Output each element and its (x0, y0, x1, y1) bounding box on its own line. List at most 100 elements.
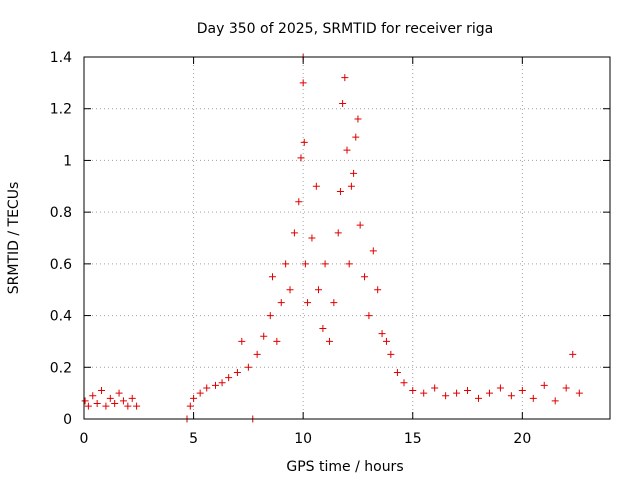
x-tick-label: 0 (80, 431, 89, 447)
data-point (111, 399, 119, 407)
data-point (190, 394, 198, 402)
data-point (93, 399, 101, 407)
data-point (299, 79, 307, 87)
data-point (540, 381, 548, 389)
data-point (378, 330, 386, 338)
y-tick-label: 0.4 (50, 309, 72, 325)
data-point (273, 337, 281, 345)
data-point (253, 350, 261, 358)
data-point (352, 133, 360, 141)
y-tick-label: 1.4 (50, 50, 72, 66)
data-point (475, 394, 482, 402)
data-point (203, 384, 211, 392)
data-point (485, 389, 493, 397)
data-point (319, 325, 327, 332)
data-point (295, 198, 303, 206)
data-point (186, 402, 194, 410)
data-point (341, 74, 349, 82)
data-point (196, 389, 204, 397)
x-tick-label: 10 (294, 431, 312, 447)
data-point (102, 402, 110, 410)
chart-title: Day 350 of 2025, SRMTID for receiver rig… (197, 21, 494, 37)
data-points (81, 53, 583, 423)
x-axis-label: GPS time / hours (286, 459, 403, 475)
data-point (325, 337, 333, 345)
data-point (297, 154, 305, 162)
data-point (442, 392, 450, 400)
data-point (212, 381, 219, 389)
data-point (334, 229, 342, 237)
y-tick-labels: 0 0.2 0.4 0.6 0.8 1 1.2 1.4 (50, 50, 72, 428)
data-point (336, 187, 344, 195)
y-tick-label: 1 (63, 153, 72, 169)
data-point (387, 350, 395, 358)
data-point (308, 234, 316, 242)
data-point (369, 247, 377, 255)
data-point (507, 392, 515, 400)
data-point (84, 402, 92, 410)
grid-lines (84, 57, 610, 419)
data-point (321, 260, 329, 268)
data-point (244, 363, 252, 371)
data-point (339, 100, 347, 108)
data-point (106, 394, 114, 402)
data-point (409, 387, 417, 395)
data-point (382, 337, 390, 345)
data-point (569, 350, 577, 358)
data-point (400, 379, 408, 387)
data-point (350, 169, 358, 177)
y-tick-label: 0 (63, 412, 72, 428)
data-point (562, 384, 570, 392)
data-point (345, 260, 353, 268)
data-point (420, 389, 428, 397)
data-point (282, 260, 290, 268)
y-tick-label: 0.6 (50, 257, 72, 273)
data-point (356, 221, 364, 229)
axis-ticks (83, 56, 610, 420)
data-point (119, 397, 127, 405)
data-point (260, 332, 268, 340)
data-point (347, 182, 355, 190)
data-point (233, 368, 241, 376)
data-point (453, 389, 461, 397)
data-point (304, 299, 312, 307)
y-tick-label: 0.8 (50, 205, 72, 221)
data-point (266, 312, 274, 320)
data-point (300, 138, 308, 146)
data-point (374, 286, 382, 294)
data-point (529, 394, 537, 402)
data-point (464, 387, 472, 395)
data-point (277, 299, 285, 307)
data-point (518, 387, 526, 395)
data-point (361, 273, 369, 281)
data-point (218, 379, 226, 387)
y-axis-label: SRMTID / TECUs (6, 182, 22, 295)
data-point (225, 374, 233, 382)
data-point (238, 337, 246, 345)
data-point (575, 389, 583, 397)
data-point (365, 312, 373, 320)
data-point (393, 368, 401, 376)
y-tick-label: 1.2 (50, 102, 72, 118)
data-point (301, 260, 309, 268)
data-point (343, 146, 351, 154)
x-tick-label: 20 (513, 431, 531, 447)
y-tick-label: 0.2 (50, 360, 72, 376)
data-point (115, 389, 123, 397)
data-point (354, 115, 362, 123)
data-point (330, 299, 338, 307)
x-tick-labels: 0 5 10 15 20 (80, 431, 532, 447)
x-tick-label: 5 (189, 431, 198, 447)
data-point (268, 273, 276, 281)
data-point (286, 286, 294, 294)
data-point (89, 392, 97, 400)
data-point (124, 402, 132, 410)
data-point (431, 384, 439, 392)
x-tick-label: 15 (404, 431, 422, 447)
data-point (128, 394, 136, 402)
data-point (133, 402, 141, 410)
data-point (315, 286, 323, 294)
data-point (81, 397, 89, 405)
plot-frame (83, 56, 611, 420)
